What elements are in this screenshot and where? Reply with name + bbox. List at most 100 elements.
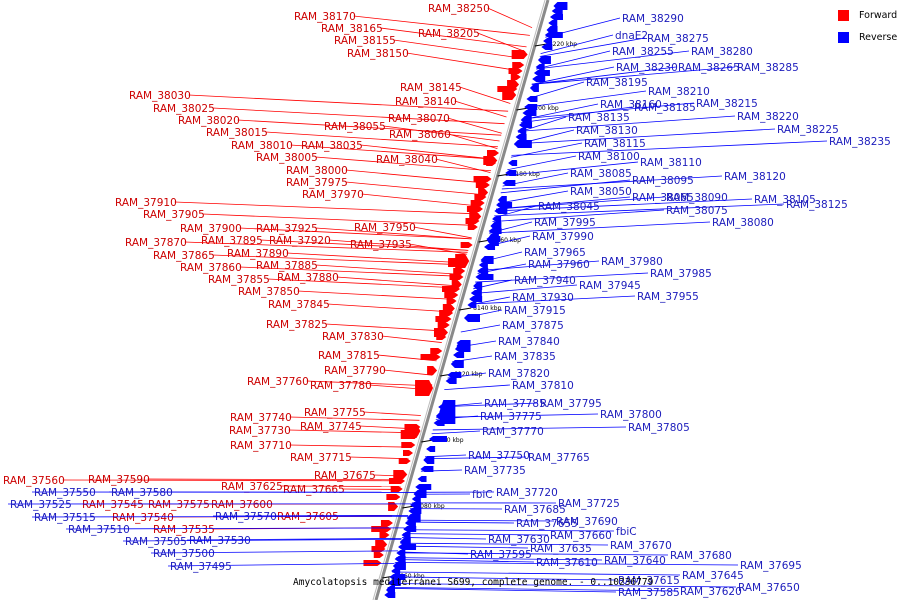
forward-gene-label: RAM_37975 bbox=[286, 177, 348, 189]
forward-gene-block bbox=[386, 494, 401, 500]
forward-gene-label-leader bbox=[359, 425, 418, 430]
scale-tick-label: 8060 kbp bbox=[396, 573, 424, 580]
forward-gene-label-leader bbox=[188, 94, 509, 112]
reverse-gene-block bbox=[433, 420, 445, 426]
forward-gene-label-leader bbox=[435, 158, 491, 174]
forward-gene-label: RAM_37895 bbox=[201, 235, 263, 247]
reverse-gene-label: RAM_37995 bbox=[534, 217, 596, 229]
forward-gene-label-leader bbox=[409, 243, 468, 255]
forward-gene-label-leader bbox=[327, 303, 451, 313]
reverse-gene-block bbox=[522, 110, 537, 116]
forward-gene-label: RAM_38145 bbox=[400, 82, 462, 94]
reverse-gene-label: RAM_37775 bbox=[480, 411, 542, 423]
forward-gene-label: RAM_37675 bbox=[314, 470, 376, 482]
reverse-gene-label-leader bbox=[431, 430, 481, 435]
reverse-gene-block bbox=[445, 378, 457, 384]
forward-gene-block bbox=[404, 424, 421, 438]
reverse-gene-label: RAM_38090 bbox=[666, 192, 728, 204]
forward-gene-block bbox=[380, 520, 393, 526]
forward-gene-block bbox=[390, 486, 403, 492]
reverse-gene-block bbox=[496, 202, 513, 208]
forward-gene-label-leader bbox=[413, 226, 472, 239]
reverse-gene-label-leader bbox=[456, 340, 497, 348]
reverse-gene-label: RAM_37800 bbox=[600, 409, 662, 421]
reverse-gene-label-leader bbox=[527, 81, 585, 100]
legend-item-reverse: Reverse bbox=[838, 30, 900, 44]
reverse-gene-label: RAM_37620 bbox=[680, 586, 742, 598]
forward-gene-label-leader bbox=[174, 201, 479, 215]
forward-gene-label: RAM_37790 bbox=[324, 365, 386, 377]
reverse-gene-label: RAM_38045 bbox=[538, 201, 600, 213]
forward-gene-label-leader bbox=[381, 335, 442, 343]
forward-gene-block bbox=[486, 160, 497, 166]
forward-gene-label: RAM_37825 bbox=[266, 319, 328, 331]
reverse-gene-label-leader bbox=[436, 413, 599, 418]
forward-gene-label: RAM_37560 bbox=[3, 475, 65, 487]
reverse-gene-block bbox=[387, 580, 401, 586]
reverse-gene-label-leader bbox=[517, 116, 567, 133]
reverse-gene-label-leader bbox=[531, 66, 736, 85]
forward-gene-label: RAM_37780 bbox=[310, 380, 372, 392]
reverse-gene-block bbox=[541, 44, 553, 50]
forward-gene-label: RAM_38005 bbox=[256, 152, 318, 164]
reverse-gene-label: RAM_38230 bbox=[616, 62, 678, 74]
reverse-gene-label-leader bbox=[502, 172, 569, 187]
reverse-gene-label-leader bbox=[494, 203, 785, 217]
forward-gene-block bbox=[403, 450, 413, 456]
forward-gene-label: RAM_37575 bbox=[148, 499, 210, 511]
reverse-gene-block bbox=[429, 436, 448, 442]
forward-gene-label-leader bbox=[306, 380, 430, 387]
reverse-gene-label: RAM_38235 bbox=[829, 136, 891, 148]
forward-gene-label: RAM_37745 bbox=[300, 421, 362, 433]
forward-gene-label-leader bbox=[315, 264, 462, 275]
forward-gene-label: RAM_38035 bbox=[301, 140, 363, 152]
reverse-gene-label: RAM_38050 bbox=[570, 186, 632, 198]
reverse-gene-label-leader bbox=[399, 545, 529, 549]
reverse-gene-label: RAM_38135 bbox=[568, 112, 630, 124]
forward-gene-label: RAM_37815 bbox=[318, 350, 380, 362]
reverse-gene-label-leader bbox=[505, 161, 639, 176]
reverse-gene-label: RAM_37685 bbox=[504, 504, 566, 516]
forward-gene-block bbox=[474, 194, 487, 200]
reverse-gene-label: RAM_38115 bbox=[584, 138, 646, 150]
scale-tick-label: 8220 kbp bbox=[549, 41, 577, 48]
reverse-gene-label: RAM_37660 bbox=[550, 530, 612, 542]
forward-gene-block bbox=[487, 150, 499, 156]
reverse-gene-label-leader bbox=[167, 562, 395, 567]
reverse-gene-label: RAM_37835 bbox=[494, 351, 556, 363]
forward-gene-label: RAM_37710 bbox=[230, 440, 292, 452]
forward-gene-label: RAM_37855 bbox=[208, 274, 270, 286]
forward-gene-block bbox=[460, 242, 473, 248]
reverse-gene-label: RAM_38215 bbox=[696, 98, 758, 110]
forward-gene-label: RAM_37950 bbox=[354, 222, 416, 234]
reverse-gene-label: RAM_37765 bbox=[528, 452, 590, 464]
forward-gene-label-leader bbox=[336, 276, 459, 287]
reverse-gene-label-leader bbox=[501, 175, 723, 190]
forward-gene-label: RAM_37605 bbox=[277, 511, 339, 523]
reverse-gene-label-leader bbox=[540, 34, 614, 54]
forward-gene-label: RAM_38030 bbox=[129, 90, 191, 102]
forward-gene-label-leader bbox=[280, 485, 401, 487]
reverse-gene-label: RAM_37945 bbox=[579, 280, 641, 292]
forward-gene-label: RAM_37920 bbox=[269, 235, 331, 247]
reverse-gene-label: RAM_37770 bbox=[482, 426, 544, 438]
forward-gene-block bbox=[435, 316, 452, 322]
forward-gene-label: RAM_38010 bbox=[231, 140, 293, 152]
forward-gene-label-leader bbox=[448, 133, 498, 150]
forward-gene-label-leader bbox=[383, 369, 433, 376]
scale-tick-mark bbox=[459, 307, 472, 311]
forward-gene-label-leader bbox=[328, 239, 469, 251]
reverse-gene-label: RAM_37585 bbox=[618, 587, 680, 599]
forward-gene-label-leader bbox=[361, 193, 481, 207]
forward-gene-label-leader bbox=[477, 32, 526, 53]
reverse-gene-label: RAM_37725 bbox=[558, 498, 620, 510]
reverse-gene-label-leader bbox=[536, 50, 611, 70]
legend-item-forward: Forward bbox=[838, 8, 900, 22]
reverse-gene-block bbox=[404, 520, 416, 526]
reverse-gene-label: RAM_37690 bbox=[556, 516, 618, 528]
forward-gene-label: RAM_38025 bbox=[153, 103, 215, 115]
forward-gene-label-leader bbox=[289, 416, 420, 421]
reverse-gene-label: RAM_38185 bbox=[634, 102, 696, 114]
scale-tick-label: 8120 kbp bbox=[454, 371, 482, 378]
